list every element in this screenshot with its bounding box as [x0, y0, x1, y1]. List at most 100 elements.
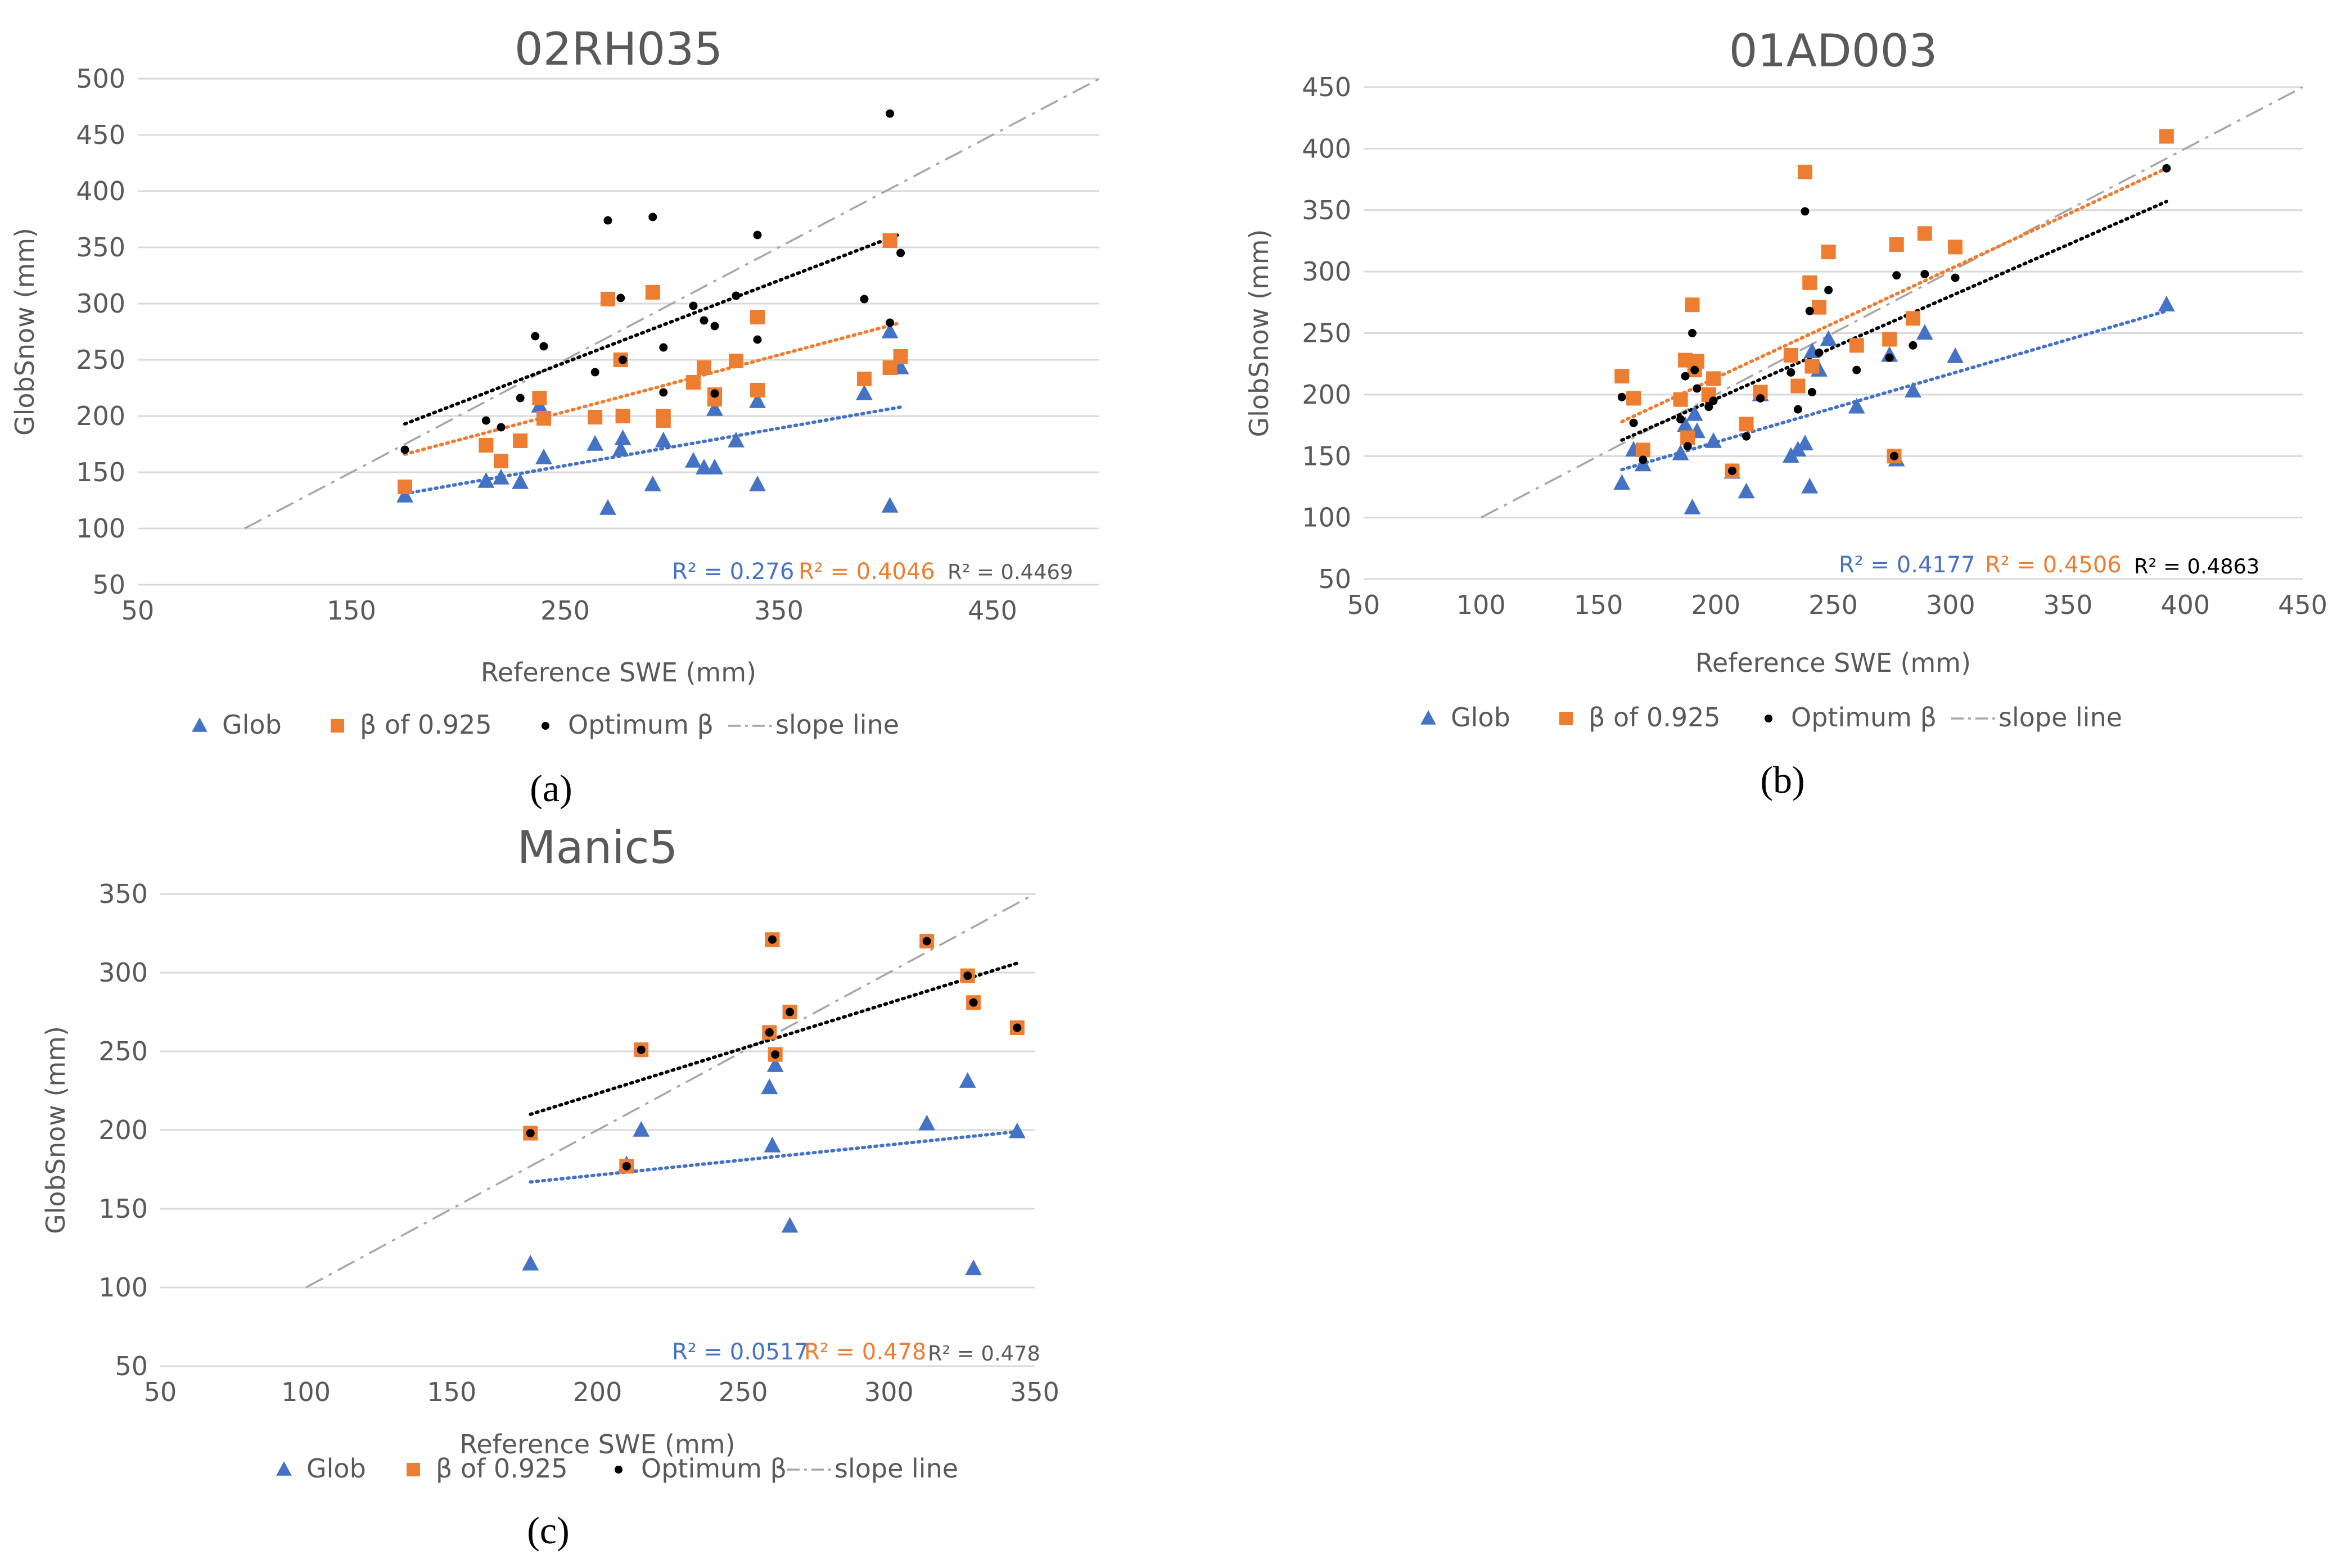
optimum-point	[768, 935, 777, 944]
optimum-point	[1693, 384, 1702, 393]
optimum-point	[1852, 365, 1861, 374]
y-axis-label: GlobSnow (mm)	[10, 228, 40, 436]
y-tick-label: 50	[1318, 564, 1351, 594]
y-tick-label: 100	[98, 1272, 148, 1303]
y-tick-label: 100	[1302, 503, 1351, 533]
optimum-point	[497, 423, 506, 432]
optimum-point	[963, 971, 972, 980]
x-tick-label: 150	[327, 595, 376, 626]
y-tick-label: 150	[98, 1194, 148, 1224]
optimum-point	[1920, 270, 1929, 278]
glob-point	[522, 1254, 539, 1271]
panel-a: 50 100 150 200 250 300 350 400 450 500 50 150 250 350…	[10, 23, 1100, 810]
glob-point	[477, 472, 495, 488]
glob-point	[1796, 435, 1813, 451]
legend-beta-label: β of 0.925	[360, 710, 492, 740]
beta-point	[857, 372, 872, 386]
optimum-point	[1824, 286, 1833, 295]
y-tick-label: 450	[1302, 72, 1351, 102]
y-tick-label: 500	[76, 64, 125, 94]
x-tick-label: 300	[1926, 590, 1975, 620]
y-tick-label: 400	[1302, 133, 1351, 164]
beta-point	[645, 285, 660, 300]
optimum-point	[1727, 467, 1736, 475]
y-axis-label: GlobSnow (mm)	[40, 1026, 71, 1234]
optimum-point	[648, 213, 657, 222]
glob-point	[586, 435, 604, 451]
glob-point	[1801, 477, 1819, 494]
optimum-point	[531, 332, 540, 341]
legend-beta-marker	[1559, 712, 1573, 725]
x-tick-label: 200	[573, 1377, 622, 1407]
legend-glob-marker	[276, 1461, 292, 1476]
beta-point	[750, 310, 765, 324]
legend: Glob β of 0.925 Optimum β slope line	[192, 710, 899, 740]
beta-point	[513, 433, 528, 448]
beta-point	[1804, 359, 1820, 374]
glob-point	[2158, 296, 2175, 311]
glob-point	[1672, 444, 1689, 460]
optimum-point	[710, 389, 719, 398]
beta-point	[686, 375, 701, 390]
beta-point	[1948, 240, 1963, 255]
slope-line	[244, 78, 1100, 530]
x-tick-label: 350	[754, 595, 804, 626]
legend-optimum-label: Optimum β	[1791, 702, 1937, 733]
glob-point	[1677, 416, 1694, 432]
beta-point	[479, 438, 494, 453]
optimum-point	[896, 248, 905, 257]
legend-glob-marker	[1420, 710, 1436, 725]
legend-beta-label: β of 0.925	[1589, 702, 1721, 733]
glob-point	[1686, 405, 1703, 421]
beta-point	[893, 349, 908, 364]
beta-point	[729, 354, 743, 368]
beta-point	[1635, 442, 1650, 458]
y-tick-label: 200	[1302, 379, 1351, 410]
glob-point	[599, 499, 616, 515]
beta-point	[1614, 369, 1630, 384]
optimum-point	[700, 316, 709, 325]
beta-point	[656, 413, 671, 428]
glob-point	[918, 1114, 936, 1131]
optimum-point	[400, 445, 409, 454]
optimum-point	[1629, 418, 1638, 427]
glob-point	[1916, 324, 1933, 340]
r2-glob-label: R² = 0.4177	[1839, 552, 1975, 578]
y-tick-label: 100	[76, 513, 125, 544]
legend: Glob β of 0.925 Optimum β slope line	[276, 1453, 958, 1484]
beta-point	[1797, 164, 1812, 179]
slope-line	[305, 893, 1035, 1289]
glob-point	[1738, 482, 1755, 499]
optimum-point	[526, 1129, 535, 1138]
legend-glob-label: Glob	[1451, 702, 1510, 733]
x-tick-label: 250	[1808, 590, 1858, 620]
panel-caption: (a)	[530, 767, 572, 810]
beta-point	[1882, 332, 1897, 347]
glob-point	[1684, 499, 1701, 514]
optimum-point	[1805, 306, 1814, 315]
glob-point	[706, 400, 723, 416]
r2-glob-label: R² = 0.0517	[672, 1339, 809, 1365]
glob-point	[1008, 1122, 1026, 1138]
optimum-point	[1639, 455, 1648, 464]
trendline	[403, 321, 903, 456]
y-tick-label: 150	[76, 457, 125, 487]
r2-beta-label: R² = 0.478	[804, 1339, 926, 1365]
legend-glob-marker	[192, 717, 207, 732]
slope-line	[1480, 86, 2303, 519]
x-tick-label: 50	[121, 595, 155, 626]
x-tick-label: 350	[2043, 590, 2093, 620]
glob-point	[1820, 330, 1837, 346]
legend-glob-label: Glob	[222, 710, 282, 740]
x-axis-label: Reference SWE (mm)	[481, 657, 756, 688]
y-tick-label: 50	[92, 570, 125, 600]
beta-point	[1739, 417, 1754, 432]
r2-glob-label: R² = 0.276	[672, 559, 794, 585]
optimum-point	[1709, 396, 1718, 405]
beta-point	[1790, 378, 1806, 394]
y-tick-label: 200	[76, 401, 125, 431]
glob-point	[965, 1259, 982, 1276]
x-tick-label: 150	[427, 1377, 476, 1407]
legend-optimum-label: Optimum β	[568, 710, 714, 740]
y-tick-label: 400	[76, 176, 125, 206]
